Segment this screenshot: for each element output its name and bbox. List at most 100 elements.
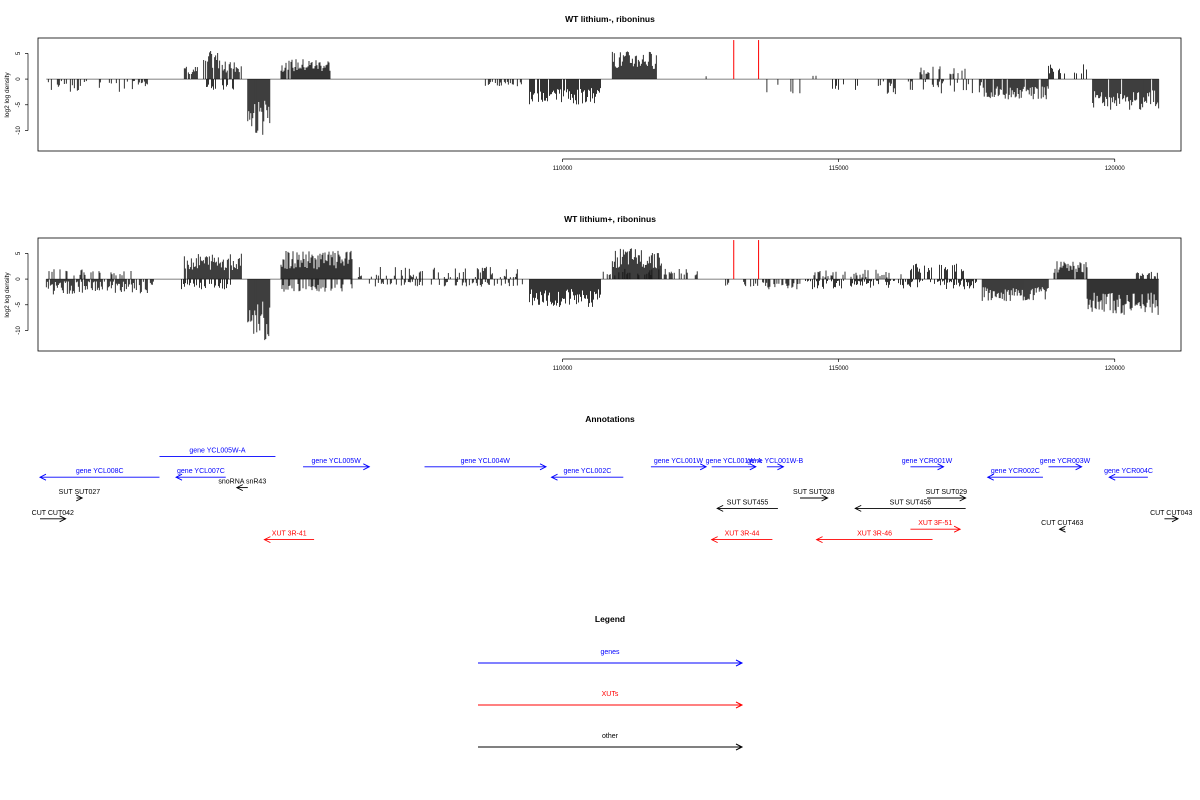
arrow-head	[716, 504, 724, 512]
annotation-feature: gene YCL002C	[550, 468, 624, 481]
annotation-feature: SUT SUT455	[716, 499, 778, 512]
annotation-label: SUT SUT455	[727, 499, 769, 506]
panel-2-bars	[45, 248, 1159, 341]
y-tick-label: 5	[16, 251, 22, 255]
annotation-label: gene YCL005W-A	[189, 447, 245, 454]
annotation-feature: XUT 3R-44	[710, 531, 773, 544]
panel-2-title: WT lithium+, riboninus	[564, 214, 656, 224]
annotation-label: gene YCL005W	[312, 458, 362, 465]
annotation-feature: gene YCR004C	[1104, 468, 1153, 481]
legend-items: genes XUTs other	[478, 649, 744, 751]
arrow-head	[175, 473, 183, 481]
y-tick-label: -10	[16, 125, 22, 134]
y-tick-label: -5	[16, 301, 22, 307]
annotation-label: XUT 3R-44	[725, 531, 760, 538]
arrow-head	[1108, 473, 1116, 481]
panel-2-x-axis: 110000 115000 120000	[553, 358, 1126, 372]
annotation-feature: CUT CUT042	[32, 510, 74, 523]
annotation-label: gene YCR001W	[902, 458, 953, 465]
legend-label: XUTs	[602, 691, 619, 698]
panel-2: WT lithium+, riboninus log2 log density …	[4, 214, 1182, 372]
annotation-feature: gene YCR001W	[902, 458, 953, 471]
annotation-label: gene YCL002C	[564, 468, 612, 475]
annotation-feature: XUT 3R-46	[815, 531, 933, 544]
annotation-feature: gene YCR003W	[1040, 458, 1091, 471]
arrow-head	[953, 525, 962, 533]
annotations-title: Annotations	[585, 414, 635, 424]
annotation-feature: XUT 3R-41	[263, 531, 315, 544]
legend-label: other	[602, 733, 619, 740]
arrow-head	[1058, 525, 1066, 533]
annotation-label: snoRNA snR43	[218, 479, 266, 486]
x-tick-label: 120000	[1105, 366, 1126, 372]
y-tick-label: -10	[16, 325, 22, 334]
legend-label: genes	[600, 649, 620, 656]
arrow-head	[539, 463, 548, 471]
annotation-feature: SUT SUT027	[59, 489, 101, 502]
annotation-label: SUT SUT029	[926, 489, 968, 496]
annotation-label: CUT CUT043	[1150, 510, 1192, 517]
panel-1: WT lithium-, riboninus log2 log density …	[4, 14, 1182, 172]
annotation-feature: SUT SUT456	[854, 499, 966, 512]
x-tick-label: 110000	[553, 166, 573, 172]
arrow-head	[59, 515, 67, 523]
arrow-head	[75, 494, 84, 502]
annotation-feature: CUT CUT043	[1150, 510, 1192, 523]
arrow-head	[815, 536, 823, 544]
annotation-label: SUT SUT027	[59, 489, 101, 496]
arrow-head	[735, 701, 744, 709]
panel-1-y-axis: 5 0 -5 -10	[16, 51, 29, 135]
annotation-feature: gene YCL004W	[424, 458, 548, 471]
legend-panel: Legend genes XUTs other	[478, 614, 744, 751]
y-tick-label: 5	[16, 51, 22, 55]
arrow-head	[699, 463, 708, 471]
annotation-label: gene YCR004C	[1104, 468, 1153, 475]
annotation-label: gene YCL007C	[177, 468, 225, 475]
annotation-label: CUT CUT463	[1041, 520, 1083, 527]
legend-item: genes	[478, 649, 744, 667]
annotation-label: SUT SUT456	[890, 499, 932, 506]
annotation-label: CUT CUT042	[32, 510, 74, 517]
annotation-feature: CUT CUT463	[1041, 520, 1084, 533]
panel-2-y-axis: 5 0 -5 -10	[16, 251, 29, 335]
panel-1-x-axis: 110000 115000 120000	[553, 158, 1126, 172]
panel-1-title: WT lithium-, riboninus	[565, 14, 655, 24]
annotation-label: gene YCL001W-A	[706, 458, 762, 465]
annotation-label: XUT 3R-41	[272, 531, 307, 538]
y-tick-label: 0	[16, 77, 22, 81]
arrow-head	[854, 504, 862, 512]
annotation-label: XUT 3R-46	[857, 531, 892, 538]
x-tick-label: 115000	[829, 166, 849, 172]
legend-item: other	[478, 733, 744, 751]
annotation-label: gene YCR002C	[991, 468, 1040, 475]
arrow-head	[959, 494, 967, 502]
panel-1-y-axis-label: log2 log density	[4, 72, 11, 118]
annotation-feature: gene YCL005W-A	[159, 447, 276, 457]
panel-2-y-axis-label: log2 log density	[4, 272, 11, 318]
arrow-head	[235, 484, 243, 492]
annotation-label: gene YCL004W	[461, 458, 511, 465]
panel-2-markers	[733, 240, 760, 280]
x-tick-label: 110000	[553, 366, 573, 372]
annotation-tracks: gene YCL008C gene YCL005W-A gene YCL007C ge…	[32, 447, 1192, 544]
annotation-feature: gene YCL008C	[38, 468, 160, 481]
arrow-head	[1075, 463, 1083, 471]
annotation-label: SUT SUT028	[793, 489, 835, 496]
annotation-feature: gene YCL005W	[303, 458, 371, 471]
arrow-head	[263, 536, 271, 544]
panel-1-bars	[46, 51, 1160, 135]
panel-1-markers	[733, 40, 760, 80]
arrow-head	[38, 473, 47, 481]
arrow-head	[363, 463, 371, 471]
annotation-label: gene YCR003W	[1040, 458, 1091, 465]
legend-item: XUTs	[478, 691, 744, 709]
annotation-feature: gene YCR002C	[986, 468, 1043, 481]
arrow-head	[777, 463, 785, 471]
arrow-head	[735, 743, 744, 751]
x-tick-label: 120000	[1105, 166, 1126, 172]
x-tick-label: 115000	[829, 366, 849, 372]
arrow-head	[735, 659, 744, 667]
legend-title: Legend	[595, 614, 625, 624]
